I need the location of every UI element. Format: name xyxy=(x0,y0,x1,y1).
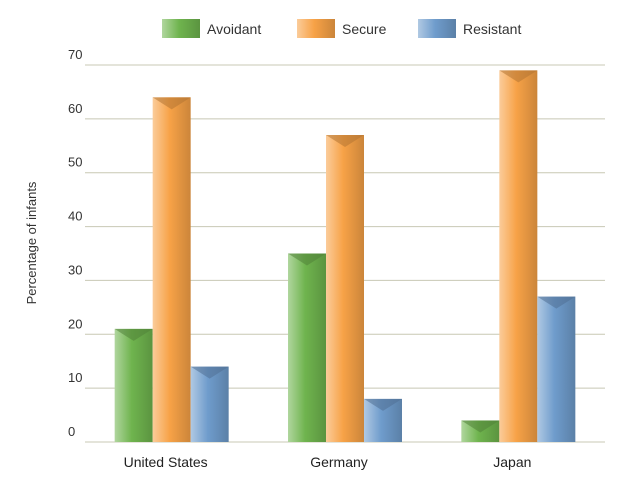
x-category-label: Germany xyxy=(310,454,368,470)
bar-resistant-germany xyxy=(364,398,402,442)
legend-item-secure: Secure xyxy=(297,19,387,38)
legend-label: Avoidant xyxy=(207,21,261,37)
y-tick-label: 50 xyxy=(68,155,82,170)
bars xyxy=(114,70,576,443)
y-tick-label: 20 xyxy=(68,316,82,331)
bar-avoidant-united-states xyxy=(114,328,153,442)
legend-swatch xyxy=(297,19,335,38)
legend-label: Resistant xyxy=(463,21,521,37)
y-tick-label: 10 xyxy=(68,370,82,385)
bar-resistant-united-states xyxy=(190,366,229,442)
y-axis-title: Percentage of infants xyxy=(24,181,39,304)
legend-item-avoidant: Avoidant xyxy=(162,19,261,38)
y-tick-label: 70 xyxy=(68,47,82,62)
bar-secure-japan xyxy=(499,70,538,442)
y-tick-label: 60 xyxy=(68,101,82,116)
y-tick-label: 0 xyxy=(68,424,75,439)
y-axis-ticks: 0 10 20 30 40 50 60 70 xyxy=(68,47,82,439)
bar-secure-germany xyxy=(326,135,364,442)
legend-label: Secure xyxy=(342,21,387,37)
x-category-label: United States xyxy=(124,454,208,470)
legend-swatch xyxy=(162,19,200,38)
x-axis-categories: United States Germany Japan xyxy=(124,454,532,470)
bar-avoidant-germany xyxy=(288,253,326,442)
legend-item-resistant: Resistant xyxy=(418,19,521,38)
bar-avoidant-japan xyxy=(461,420,500,442)
legend-swatch xyxy=(418,19,456,38)
bar-resistant-japan xyxy=(537,296,576,442)
y-tick-label: 30 xyxy=(68,262,82,277)
bar-secure-united-states xyxy=(152,97,191,443)
x-category-label: Japan xyxy=(493,454,531,470)
y-tick-label: 40 xyxy=(68,209,82,224)
legend: Avoidant Secure Resistant xyxy=(162,19,521,38)
